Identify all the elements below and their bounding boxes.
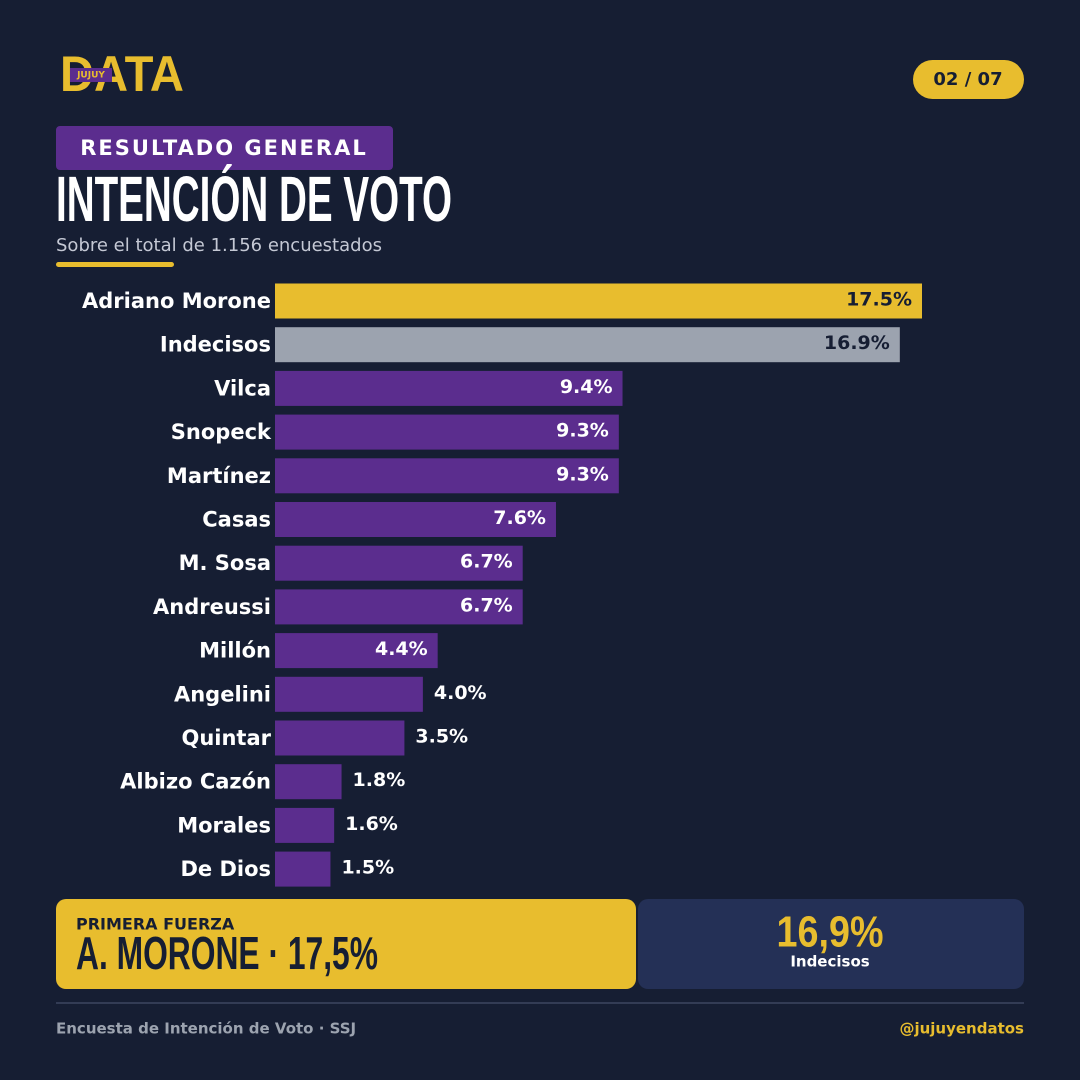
badge	[56, 126, 393, 170]
value-label: 1.8%	[353, 769, 406, 791]
bar	[275, 458, 619, 494]
value-label: 4.0%	[434, 682, 487, 704]
category-label: Indecisos	[160, 333, 271, 357]
value-label: 4.4%	[375, 638, 428, 660]
bar	[275, 676, 423, 712]
category-label: Quintar	[181, 726, 271, 750]
value-label: 9.3%	[556, 420, 609, 442]
bar	[275, 807, 335, 843]
bar	[275, 502, 556, 537]
lead-box	[56, 899, 636, 989]
category-label: Morales	[177, 813, 271, 837]
value-label: 1.5%	[341, 857, 394, 879]
value-label: 7.6%	[493, 507, 546, 529]
value-label: 3.5%	[415, 726, 468, 748]
lead-value: A. MORONE · 17,5%	[76, 927, 378, 979]
value-label: 9.3%	[556, 463, 609, 485]
category-label: Andreussi	[153, 595, 271, 619]
category-label: Adriano Morone	[82, 289, 271, 313]
page-number: 02 / 07	[933, 69, 1002, 90]
bar	[275, 370, 623, 406]
logo-tag-bg	[70, 68, 112, 82]
category-label: Albizo Cazón	[120, 770, 271, 794]
value-label: 9.4%	[560, 376, 613, 398]
bar	[275, 589, 523, 625]
category-label: M. Sosa	[179, 551, 271, 575]
chart-title: INTENCIÓN DE VOTO	[56, 163, 452, 235]
value-label: 16.9%	[824, 332, 890, 354]
page-pill	[913, 60, 1024, 99]
footer-source: Encuesta de Intención de Voto · SSJ	[56, 1020, 356, 1038]
category-label: Millón	[199, 639, 271, 663]
bar	[275, 414, 619, 450]
bar	[275, 327, 900, 363]
value-label: 6.7%	[460, 594, 513, 616]
chart-subtitle: Sobre el total de 1.156 encuestados	[56, 235, 382, 256]
bar	[275, 720, 405, 756]
bar	[275, 764, 342, 800]
bar	[275, 633, 438, 669]
bar	[275, 545, 523, 581]
value-label: 1.6%	[345, 813, 398, 835]
category-label: Snopeck	[171, 420, 272, 444]
bar	[275, 283, 922, 319]
undecided-label: Indecisos	[790, 953, 869, 971]
logo-tag: JUJUY	[76, 71, 105, 81]
value-label: 17.5%	[846, 289, 912, 311]
footer-handle: @jujuyendatos	[899, 1020, 1024, 1038]
badge-text: RESULTADO GENERAL	[80, 136, 367, 160]
category-label: Martínez	[167, 464, 271, 488]
bar	[275, 851, 331, 887]
category-label: Casas	[202, 508, 271, 532]
undecided-value: 16,9%	[777, 908, 884, 957]
category-label: Vilca	[214, 376, 271, 400]
accent-line	[56, 262, 174, 267]
category-label: Angelini	[174, 682, 271, 706]
bars: Adriano Morone 17.5% Indecisos 16.9% Vilca 9.…	[82, 283, 922, 887]
value-label: 6.7%	[460, 551, 513, 573]
category-label: De Dios	[180, 857, 271, 881]
lead-label: PRIMERA FUERZA	[76, 915, 235, 934]
undecided-box	[638, 899, 1024, 989]
